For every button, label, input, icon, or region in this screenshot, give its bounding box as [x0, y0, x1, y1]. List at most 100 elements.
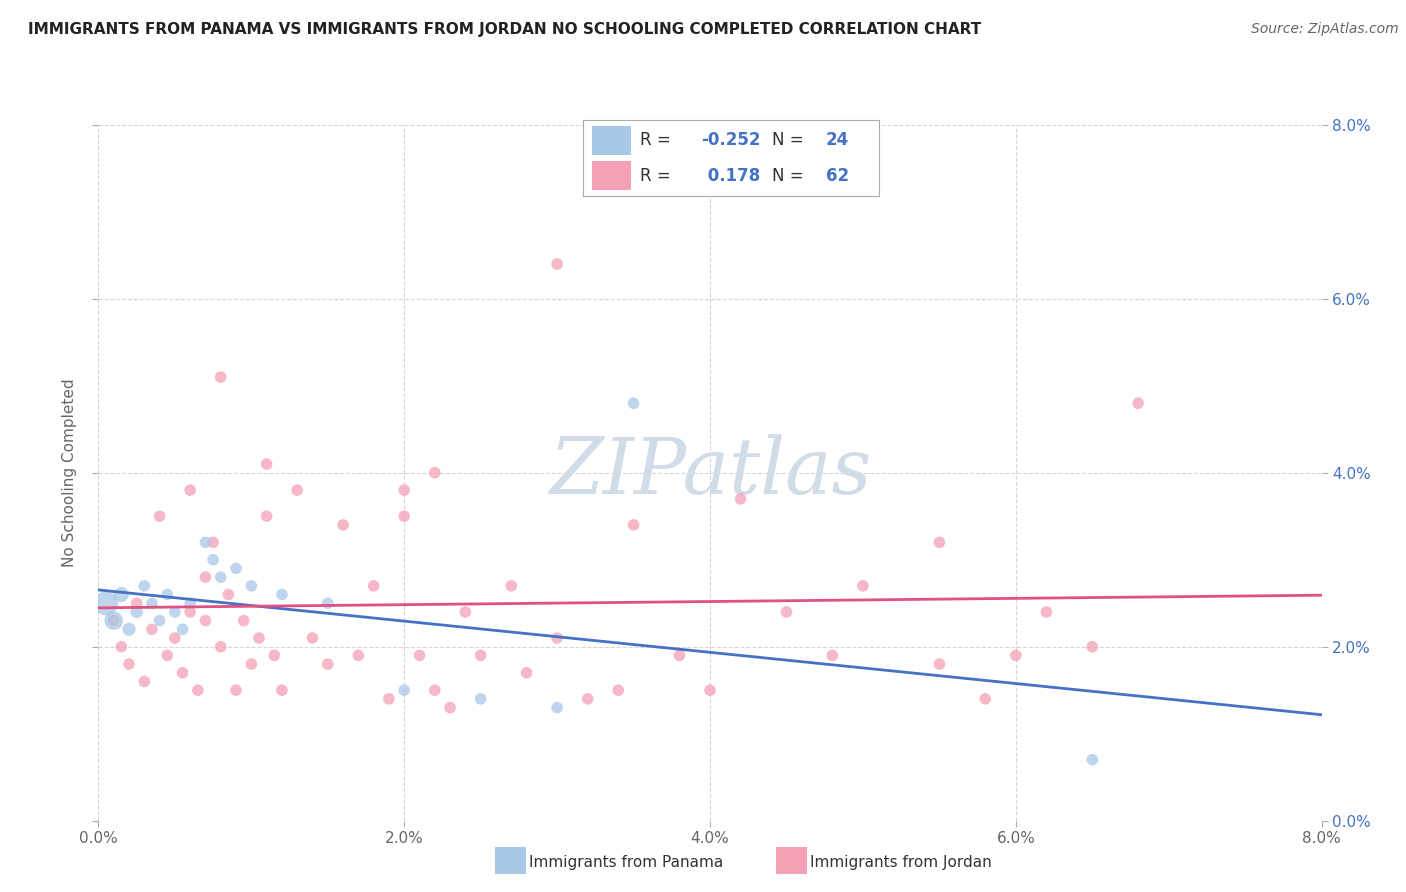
Point — [141, 623, 163, 637]
Text: -0.252: -0.252 — [702, 131, 761, 149]
Point — [163, 605, 186, 619]
Point — [623, 517, 645, 532]
Text: Immigrants from Panama: Immigrants from Panama — [529, 855, 723, 870]
Point — [470, 648, 492, 663]
Point — [607, 683, 630, 698]
Point — [194, 570, 217, 584]
Text: IMMIGRANTS FROM PANAMA VS IMMIGRANTS FROM JORDAN NO SCHOOLING COMPLETED CORRELAT: IMMIGRANTS FROM PANAMA VS IMMIGRANTS FRO… — [28, 22, 981, 37]
Point — [141, 596, 163, 610]
Point — [439, 700, 461, 714]
Point — [209, 640, 232, 654]
Point — [1081, 640, 1104, 654]
Point — [470, 692, 492, 706]
Point — [209, 570, 232, 584]
Point — [103, 614, 125, 628]
Text: R =: R = — [640, 167, 676, 185]
Point — [546, 257, 568, 271]
Point — [256, 457, 278, 471]
Point — [247, 631, 270, 645]
Point — [423, 466, 446, 480]
Point — [225, 683, 247, 698]
Point — [332, 517, 354, 532]
Point — [179, 596, 201, 610]
Point — [852, 579, 875, 593]
Point — [730, 491, 752, 506]
Point — [256, 509, 278, 524]
Bar — [592, 126, 631, 154]
Point — [110, 587, 132, 601]
Text: 0.178: 0.178 — [702, 167, 759, 185]
Point — [187, 683, 209, 698]
Point — [202, 552, 225, 567]
Point — [301, 631, 323, 645]
Point — [775, 605, 797, 619]
Point — [392, 683, 416, 698]
Point — [134, 579, 156, 593]
Text: 24: 24 — [825, 131, 849, 149]
Point — [232, 614, 254, 628]
Text: 62: 62 — [825, 167, 849, 185]
Point — [194, 535, 217, 549]
Point — [163, 631, 186, 645]
Text: Immigrants from Jordan: Immigrants from Jordan — [810, 855, 991, 870]
Point — [240, 657, 263, 671]
Point — [149, 509, 172, 524]
Point — [156, 648, 179, 663]
Point — [1004, 648, 1026, 663]
Point — [179, 605, 201, 619]
Point — [821, 648, 844, 663]
Point — [699, 683, 721, 698]
Point — [194, 614, 217, 628]
Point — [928, 535, 950, 549]
Point — [454, 605, 477, 619]
Point — [125, 596, 148, 610]
Point — [363, 579, 385, 593]
Point — [546, 631, 568, 645]
Point — [202, 535, 225, 549]
Point — [118, 623, 141, 637]
Point — [378, 692, 401, 706]
Point — [1081, 753, 1104, 767]
Point — [172, 665, 194, 680]
Point — [668, 648, 690, 663]
Point — [263, 648, 285, 663]
Point — [316, 596, 339, 610]
Point — [94, 596, 117, 610]
Text: R =: R = — [640, 131, 676, 149]
Point — [270, 587, 294, 601]
Point — [423, 683, 446, 698]
Text: ZIPatlas: ZIPatlas — [548, 434, 872, 511]
Y-axis label: No Schooling Completed: No Schooling Completed — [62, 378, 77, 567]
Point — [225, 561, 247, 575]
Bar — [592, 161, 631, 190]
Point — [270, 683, 294, 698]
Point — [103, 614, 125, 628]
Point — [172, 623, 194, 637]
Point — [110, 640, 132, 654]
Point — [974, 692, 997, 706]
Point — [392, 483, 416, 498]
Point — [118, 657, 141, 671]
Point — [928, 657, 950, 671]
Point — [285, 483, 308, 498]
Point — [392, 509, 416, 524]
Text: N =: N = — [772, 167, 810, 185]
Point — [501, 579, 523, 593]
Point — [316, 657, 339, 671]
Point — [179, 483, 201, 498]
Point — [209, 370, 232, 384]
Point — [515, 665, 537, 680]
Point — [149, 614, 172, 628]
Point — [134, 674, 156, 689]
Point — [1035, 605, 1057, 619]
Point — [623, 396, 645, 410]
Point — [347, 648, 370, 663]
Point — [156, 587, 179, 601]
Point — [125, 605, 148, 619]
Text: Source: ZipAtlas.com: Source: ZipAtlas.com — [1251, 22, 1399, 37]
Point — [408, 648, 430, 663]
Point — [217, 587, 239, 601]
Point — [240, 579, 263, 593]
Point — [1128, 396, 1150, 410]
Point — [576, 692, 599, 706]
